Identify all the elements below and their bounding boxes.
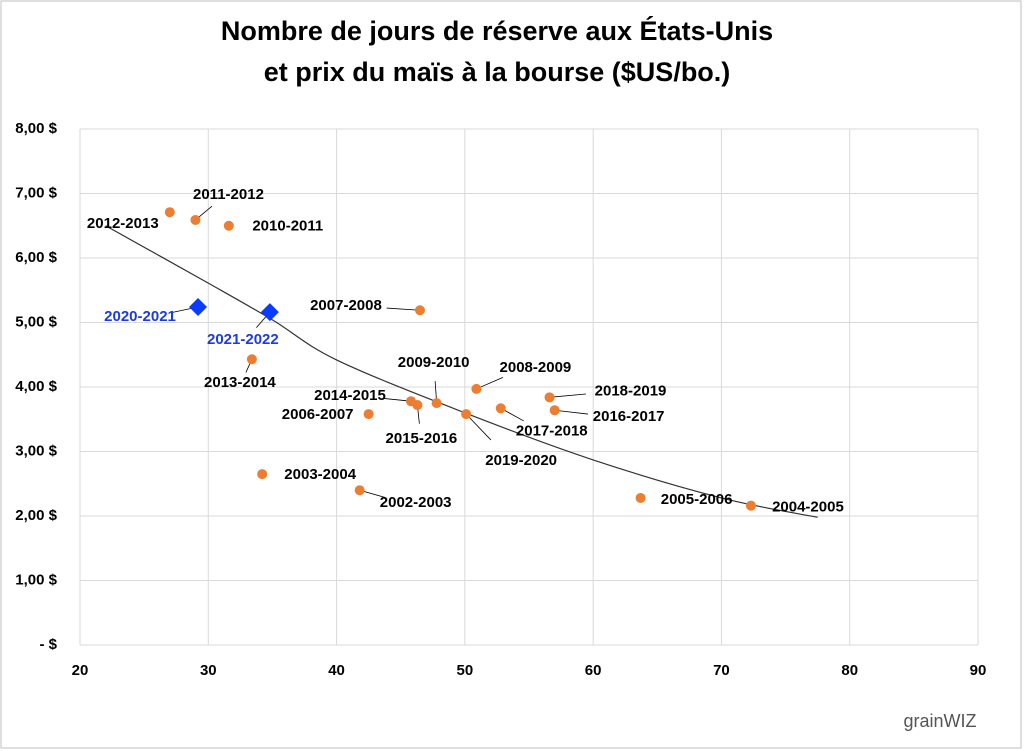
point (414, 305, 425, 316)
point-label: 2014-2015 (314, 387, 386, 404)
point (246, 354, 257, 365)
point-label: 2008-2009 (500, 359, 572, 376)
point-label: 2011-2012 (193, 186, 264, 203)
point-label: 2003-2004 (284, 466, 356, 483)
point (260, 303, 279, 322)
point (635, 492, 646, 503)
y-tick-label: 3,00 $ (15, 442, 57, 459)
point-label: 2002-2003 (380, 494, 452, 511)
point (164, 207, 175, 218)
x-tick-label: 90 (970, 662, 987, 679)
point-label: 2009-2010 (398, 354, 470, 371)
point (495, 403, 506, 414)
point (257, 469, 268, 480)
y-tick-label: 4,00 $ (15, 378, 57, 395)
leader-line (386, 307, 420, 311)
point-label: 2013-2014 (204, 374, 276, 391)
y-tick-label: 7,00 $ (15, 184, 57, 201)
point-label: 2017-2018 (516, 422, 588, 439)
y-tick-label: 1,00 $ (15, 571, 57, 588)
trendline (105, 225, 818, 518)
point-label: 2007-2008 (310, 297, 382, 314)
x-tick-label: 40 (328, 662, 345, 679)
x-tick-label: 60 (585, 662, 602, 679)
point (189, 298, 208, 317)
x-tick-label: 20 (72, 662, 89, 679)
point-label: 2021-2022 (207, 331, 279, 348)
point-label: 2016-2017 (593, 408, 665, 425)
point (461, 409, 472, 420)
leader-line (465, 413, 492, 441)
point (544, 392, 555, 403)
point (549, 405, 560, 416)
point-label: 2004-2005 (772, 499, 844, 516)
point (223, 220, 234, 231)
x-tick-label: 70 (713, 662, 730, 679)
point (354, 485, 365, 496)
y-tick-label: 2,00 $ (15, 507, 57, 524)
point-label: 2010-2011 (252, 218, 323, 235)
point (471, 383, 482, 394)
point-label: 2020-2021 (104, 308, 176, 325)
point-label: 2006-2007 (282, 406, 354, 423)
point (363, 409, 374, 420)
x-tick-label: 50 (457, 662, 474, 679)
y-tick-label: - $ (39, 636, 57, 653)
chart-title: Nombre de jours de réserve aux États-Uni… (221, 15, 773, 46)
y-tick-label: 5,00 $ (15, 313, 57, 330)
x-tick-label: 80 (841, 662, 858, 679)
leader-line (549, 393, 587, 398)
chart-title: et prix du maïs à la bourse ($US/bo.) (264, 57, 731, 87)
point (412, 400, 423, 411)
point (190, 214, 201, 225)
point-label: 2015-2016 (386, 430, 458, 447)
point-label: 2012-2013 (87, 215, 159, 232)
point-label: 2019-2020 (485, 452, 557, 469)
point (431, 398, 442, 409)
y-tick-label: 8,00 $ (15, 120, 57, 137)
leader-line (554, 409, 589, 415)
logo: grainWIZ (903, 711, 976, 731)
point-label: 2018-2019 (595, 382, 667, 399)
point-label: 2005-2006 (661, 491, 733, 508)
point (745, 500, 756, 511)
y-tick-label: 6,00 $ (15, 249, 57, 266)
x-tick-label: 30 (200, 662, 217, 679)
